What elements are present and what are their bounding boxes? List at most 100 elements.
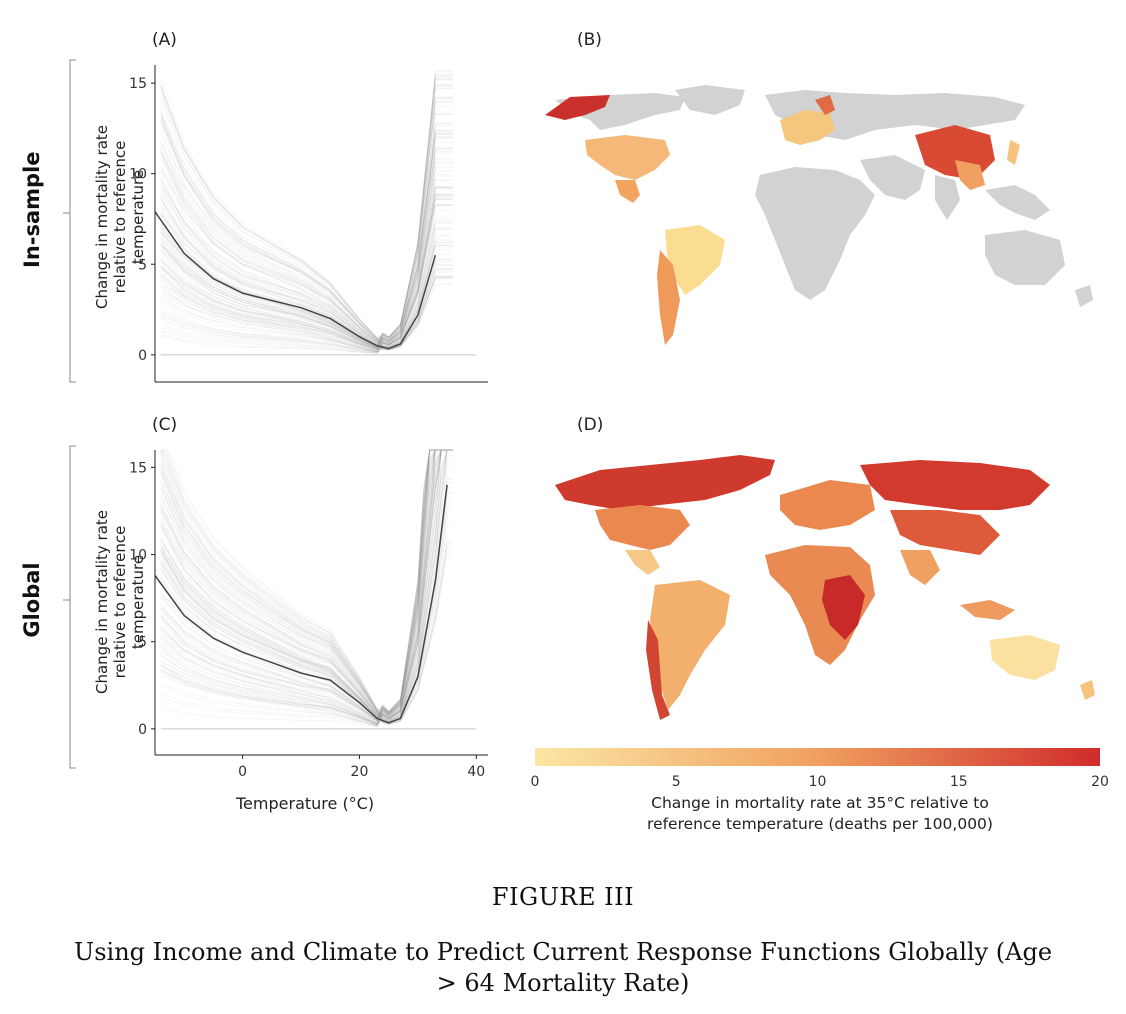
response-curve — [160, 147, 453, 345]
chart-a: 0 5 10 15 — [129, 65, 488, 383]
alaska-region — [545, 95, 610, 120]
response-curve — [160, 449, 453, 723]
australia — [990, 635, 1060, 680]
response-curve — [160, 244, 453, 352]
andes-region — [646, 620, 670, 720]
response-curve — [160, 163, 453, 348]
colorbar-tick-label: 5 — [672, 774, 681, 790]
response-function-bundle — [160, 449, 453, 728]
response-curve — [160, 449, 453, 720]
response-curve — [160, 449, 453, 717]
southeast-asia — [960, 600, 1015, 620]
central-america — [625, 550, 660, 575]
response-curve — [160, 149, 453, 351]
response-curve — [160, 487, 453, 725]
response-curve — [160, 84, 453, 346]
response-curve — [160, 449, 453, 718]
response-curve — [160, 449, 453, 718]
response-curve — [160, 449, 453, 725]
response-curve — [160, 194, 453, 347]
response-curve — [160, 449, 453, 726]
response-curve — [160, 72, 453, 348]
response-curve — [160, 178, 453, 348]
response-curve — [160, 90, 453, 340]
y-tick-label: 10 — [129, 167, 147, 183]
chart-c: 0 5 10 15 0 20 40 — [129, 449, 488, 780]
response-curve — [160, 283, 453, 353]
y-tick-label: 15 — [129, 76, 147, 92]
response-curve — [160, 449, 453, 718]
panel-label-b: (B) — [577, 30, 602, 50]
response-curve — [160, 96, 453, 343]
response-curve — [160, 449, 453, 721]
response-curve — [160, 106, 453, 340]
response-curve — [160, 449, 453, 719]
response-curve — [160, 449, 453, 717]
response-curve — [160, 449, 453, 718]
response-curve — [160, 187, 453, 350]
colorbar: 0 5 10 15 20 — [531, 748, 1109, 790]
north-america-north — [555, 455, 775, 510]
response-curve — [160, 264, 453, 350]
response-curve — [160, 460, 453, 723]
response-curve — [160, 264, 453, 350]
response-curve — [160, 449, 453, 719]
response-curve — [160, 449, 453, 722]
x-tick-label: 20 — [351, 764, 369, 780]
response-curve — [160, 449, 453, 728]
y-tick-label: 5 — [138, 257, 147, 273]
response-curve — [160, 152, 453, 348]
response-curve — [160, 110, 453, 341]
response-curve — [160, 183, 453, 347]
response-curve — [160, 71, 453, 345]
response-curve — [160, 233, 453, 354]
y-tick-label: 0 — [138, 348, 147, 364]
response-curve — [160, 74, 453, 350]
response-curve — [160, 449, 453, 719]
response-curve — [160, 503, 453, 724]
response-curve — [160, 110, 453, 346]
mexico-region — [615, 180, 640, 203]
bracket-top — [69, 59, 76, 383]
response-curve — [160, 245, 453, 351]
response-curve — [160, 112, 453, 345]
response-curve — [160, 449, 453, 719]
response-curve — [160, 449, 453, 721]
north-america-south — [595, 505, 690, 550]
response-curve — [160, 449, 453, 722]
response-curve — [160, 449, 453, 715]
europe-region — [780, 110, 835, 145]
response-curve — [160, 77, 453, 338]
response-curve — [160, 449, 453, 721]
response-curve — [160, 209, 453, 351]
response-curve — [160, 124, 453, 349]
response-curve — [160, 449, 453, 725]
response-curve — [160, 449, 453, 715]
response-curve — [160, 539, 453, 725]
response-curve — [160, 99, 453, 352]
response-curve — [160, 449, 453, 719]
response-curve — [160, 205, 453, 350]
response-curve — [160, 449, 453, 712]
response-curve — [160, 149, 453, 346]
response-curve — [160, 158, 453, 352]
response-curve — [160, 449, 453, 718]
response-curve — [160, 137, 453, 352]
response-curve — [160, 150, 453, 343]
response-curve — [160, 78, 453, 340]
response-curve — [160, 449, 453, 717]
response-curve — [160, 449, 453, 715]
response-curve — [160, 449, 453, 724]
y-tick-label: 0 — [138, 722, 147, 738]
response-curve — [160, 449, 453, 725]
response-curve — [160, 449, 453, 725]
response-curve — [160, 136, 453, 344]
response-curve — [160, 449, 453, 718]
y-tick-label: 5 — [138, 635, 147, 651]
response-curve — [160, 449, 453, 725]
response-curve — [160, 449, 453, 723]
response-curve — [160, 458, 453, 725]
response-curve — [160, 83, 453, 342]
response-curve — [160, 449, 453, 726]
east-central-africa — [822, 575, 865, 640]
